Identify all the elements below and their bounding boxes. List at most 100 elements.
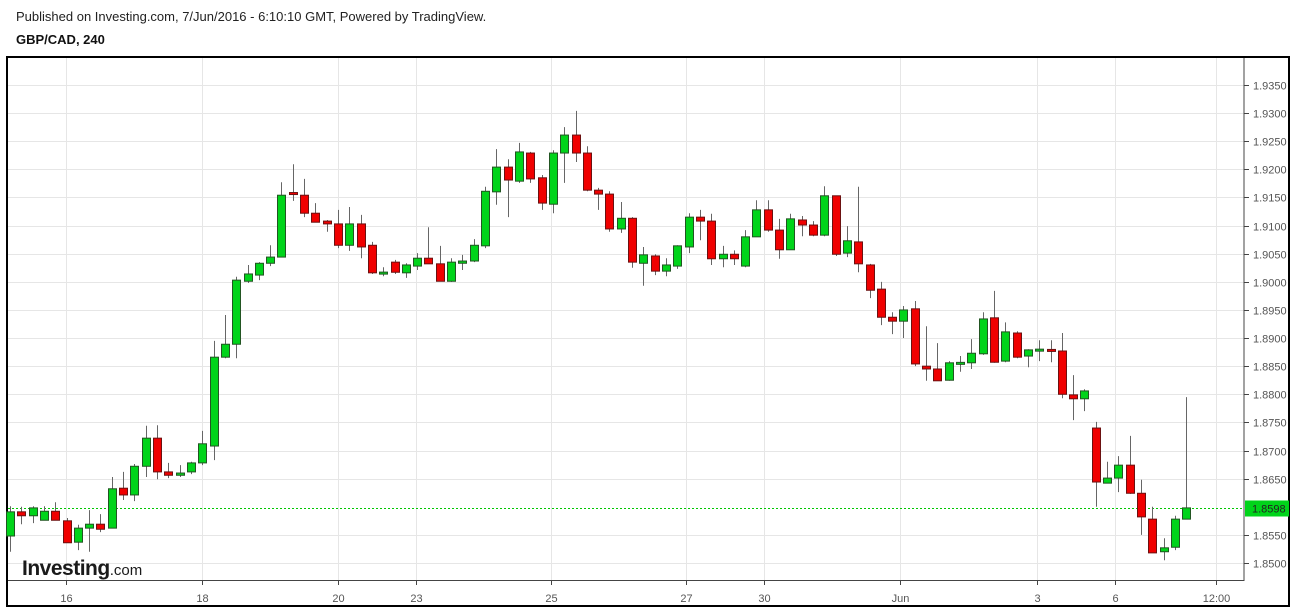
- candle: [662, 258, 671, 277]
- grid-lines: [8, 58, 1244, 580]
- candle: [956, 356, 965, 372]
- candle: [1182, 397, 1191, 520]
- candle: [707, 213, 716, 265]
- candle: [798, 216, 807, 237]
- candle: [741, 230, 750, 268]
- y-tick-label: 1.9300: [1253, 109, 1287, 121]
- candle: [911, 300, 920, 367]
- candle: [526, 151, 535, 183]
- candle: [888, 312, 897, 335]
- candle: [922, 326, 931, 381]
- y-tick-label: 1.8950: [1253, 306, 1287, 318]
- y-tick-label: 1.8800: [1253, 390, 1287, 402]
- candle: [492, 149, 501, 205]
- candle: [1069, 375, 1078, 421]
- x-tick-label: 27: [680, 593, 692, 605]
- y-tick-label: 1.9150: [1253, 193, 1287, 205]
- candle: [1001, 322, 1010, 363]
- candle: [413, 253, 422, 271]
- axes: [8, 58, 1245, 581]
- y-tick-label: 1.9200: [1253, 165, 1287, 177]
- y-tick-label: 1.8900: [1253, 334, 1287, 346]
- candle: [447, 258, 456, 282]
- candle: [504, 159, 513, 218]
- candle: [1160, 538, 1169, 561]
- x-tick-label: 25: [545, 593, 557, 605]
- candle: [1126, 435, 1135, 494]
- candle: [458, 254, 467, 271]
- candle: [730, 250, 739, 265]
- candle: [357, 214, 366, 259]
- candle: [142, 425, 151, 477]
- candle: [1024, 349, 1033, 368]
- candle: [990, 290, 999, 363]
- candle: [232, 276, 241, 359]
- logo-suffix: .com: [109, 562, 143, 579]
- candle: [300, 178, 309, 218]
- candle: [1171, 515, 1180, 551]
- candle: [470, 239, 479, 263]
- candle: [820, 186, 829, 237]
- x-tick-label: 16: [60, 593, 72, 605]
- candle: [96, 514, 105, 533]
- candle: [85, 510, 94, 552]
- y-tick-label: 1.8550: [1253, 531, 1287, 543]
- candle: [685, 213, 694, 254]
- candle: [402, 263, 411, 278]
- candle: [119, 471, 128, 501]
- y-tick-label: 1.9000: [1253, 278, 1287, 290]
- y-tick-label: 1.8850: [1253, 362, 1287, 374]
- symbol-title: GBP/CAD, 240: [16, 32, 105, 47]
- candle: [1137, 479, 1146, 535]
- y-tick-label: 1.9100: [1253, 222, 1287, 234]
- candle: [379, 267, 388, 277]
- y-tick-label: 1.8500: [1253, 559, 1287, 571]
- candle: [549, 150, 558, 214]
- candle: [673, 245, 682, 269]
- candle: [63, 518, 72, 544]
- y-tick-label: 1.8700: [1253, 447, 1287, 459]
- candles: [6, 110, 1191, 561]
- candle: [74, 524, 83, 551]
- y-tick-label: 1.8650: [1253, 475, 1287, 487]
- candle: [899, 306, 908, 339]
- candle: [877, 281, 886, 326]
- x-tick-label: Jun: [892, 593, 910, 605]
- candle: [1103, 461, 1112, 484]
- candle: [345, 207, 354, 251]
- candle: [572, 110, 581, 163]
- candle: [617, 201, 626, 233]
- candle: [17, 506, 26, 525]
- candle: [29, 506, 38, 524]
- x-tick-label: 18: [196, 593, 208, 605]
- candle: [187, 461, 196, 475]
- candle: [266, 245, 275, 267]
- candle: [221, 315, 230, 359]
- candle: [323, 219, 332, 232]
- x-tick-label: 6: [1112, 593, 1118, 605]
- candle: [696, 209, 705, 241]
- candle: [255, 262, 264, 281]
- y-tick-label: 1.8750: [1253, 418, 1287, 430]
- candle: [1035, 340, 1044, 362]
- x-tick-label: 20: [332, 593, 344, 605]
- candle: [809, 221, 818, 237]
- candle: [1148, 506, 1157, 554]
- candle: [51, 502, 60, 521]
- last-price-label: 1.8598: [1252, 504, 1286, 516]
- x-tick-label: 23: [410, 593, 422, 605]
- candle: [639, 246, 648, 286]
- candle: [6, 506, 15, 552]
- candle: [786, 213, 795, 251]
- y-axis: 1.9350 1.9300 1.9250 1.9200 1.9150 1.9100 1.90…: [1244, 81, 1287, 571]
- candle: [153, 425, 162, 480]
- candle: [583, 146, 592, 192]
- candle: [481, 186, 490, 249]
- candle: [752, 200, 761, 238]
- candle: [832, 195, 841, 256]
- x-tick-label: 30: [758, 593, 770, 605]
- candle: [933, 343, 942, 382]
- candle: [244, 264, 253, 283]
- logo-wordmark: Investing: [22, 557, 110, 580]
